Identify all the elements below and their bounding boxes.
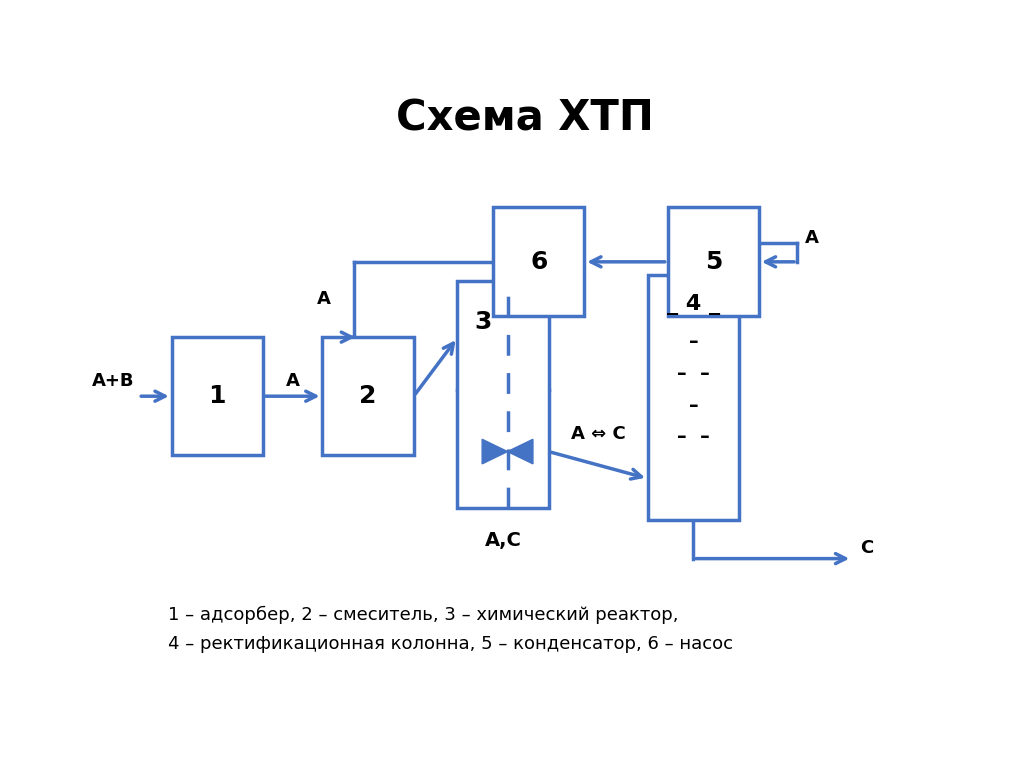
Text: С: С — [860, 539, 873, 557]
Bar — [458, 281, 549, 509]
Text: 3: 3 — [474, 310, 492, 334]
Text: –: – — [688, 396, 698, 414]
Text: A ⇔ C: A ⇔ C — [570, 425, 626, 443]
Text: 2: 2 — [359, 384, 377, 408]
Polygon shape — [482, 439, 508, 464]
Text: Схема ХТП: Схема ХТП — [396, 97, 653, 140]
Text: 4 – ректификационная колонна, 5 – конденсатор, 6 – насос: 4 – ректификационная колонна, 5 – конден… — [168, 635, 733, 653]
Polygon shape — [508, 439, 532, 464]
Text: –  –: – – — [677, 427, 710, 446]
Text: 1: 1 — [209, 384, 226, 408]
Text: A: A — [286, 373, 300, 390]
Text: –: – — [688, 332, 698, 351]
Text: 6: 6 — [530, 250, 548, 274]
Text: –  –: – – — [677, 364, 710, 383]
Bar — [648, 275, 739, 520]
Text: _ 4 _: _ 4 _ — [667, 294, 720, 315]
Bar — [668, 207, 759, 317]
Text: А: А — [316, 291, 331, 308]
Bar — [172, 337, 263, 456]
Bar — [323, 337, 414, 456]
Text: 5: 5 — [705, 250, 722, 274]
Text: А: А — [805, 229, 819, 247]
Text: 1 – адсорбер, 2 – смеситель, 3 – химический реактор,: 1 – адсорбер, 2 – смеситель, 3 – химичес… — [168, 606, 678, 624]
Bar — [494, 207, 585, 317]
Text: А,С: А,С — [484, 532, 521, 551]
Text: A+B: A+B — [92, 373, 134, 390]
